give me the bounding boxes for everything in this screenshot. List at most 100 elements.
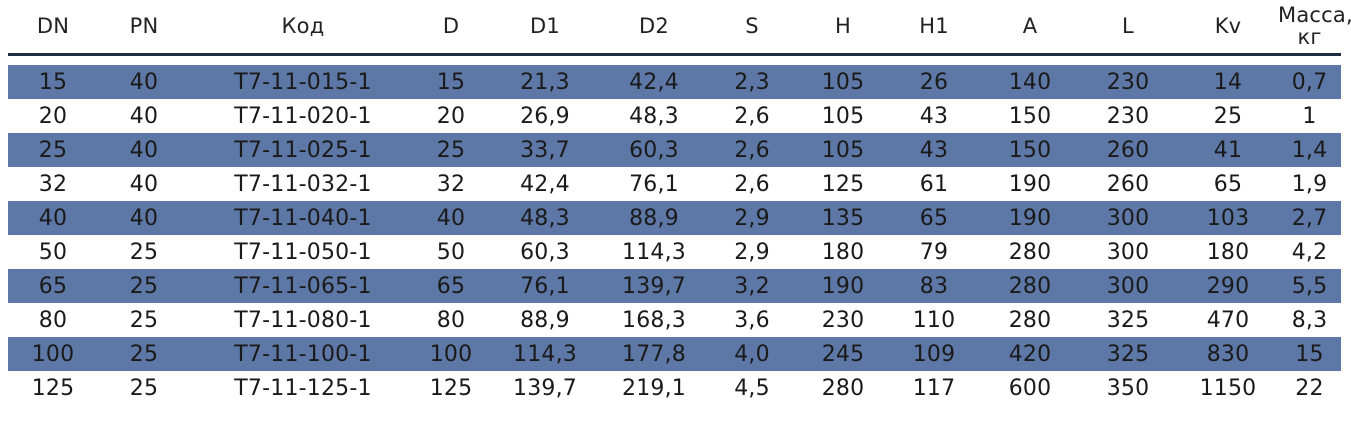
cell-kv: 14 <box>1213 69 1243 95</box>
specifications-table: DN PN Код D D1 D2 S H H1 A L Kv Масса, к… <box>8 0 1351 405</box>
cell-d1: 48,3 <box>520 205 570 231</box>
cell-s: 3,2 <box>734 273 770 299</box>
cell-l: 325 <box>1106 341 1150 367</box>
cell-a: 190 <box>1008 205 1052 231</box>
cell-h: 135 <box>821 205 865 231</box>
cell-l: 230 <box>1106 103 1150 129</box>
cell-kv: 41 <box>1213 137 1243 163</box>
cell-pn: 25 <box>129 239 159 265</box>
cell-s: 2,3 <box>734 69 770 95</box>
header-d: D <box>442 14 460 38</box>
cell-h1: 110 <box>912 307 956 333</box>
cell-d: 40 <box>436 205 466 231</box>
cell-l: 260 <box>1106 171 1150 197</box>
cell-l: 300 <box>1106 205 1150 231</box>
cell-h1: 83 <box>919 273 949 299</box>
cell-pn: 25 <box>129 273 159 299</box>
cell-pn: 25 <box>129 375 159 401</box>
table-header: DN PN Код D D1 D2 S H H1 A L Kv Масса, к… <box>8 0 1351 52</box>
cell-a: 280 <box>1008 307 1052 333</box>
cell-d2: 88,9 <box>629 205 679 231</box>
cell-d2: 60,3 <box>629 137 679 163</box>
cell-dn: 32 <box>38 171 68 197</box>
cell-d1: 139,7 <box>513 375 577 401</box>
cell-pn: 25 <box>129 341 159 367</box>
cell-h1: 109 <box>912 341 956 367</box>
cell-code: T7-11-100-1 <box>234 341 372 367</box>
cell-kv: 103 <box>1206 205 1250 231</box>
cell-code: T7-11-020-1 <box>234 103 372 129</box>
cell-d2: 114,3 <box>622 239 686 265</box>
cell-d2: 177,8 <box>622 341 686 367</box>
cell-mass: 1,4 <box>1291 137 1328 163</box>
cell-pn: 40 <box>129 103 159 129</box>
cell-mass: 15 <box>1295 341 1324 367</box>
cell-h1: 117 <box>912 375 956 401</box>
cell-code: T7-11-080-1 <box>234 307 372 333</box>
cell-l: 260 <box>1106 137 1150 163</box>
cell-dn: 50 <box>38 239 68 265</box>
cell-code: T7-11-025-1 <box>234 137 372 163</box>
cell-d: 20 <box>436 103 466 129</box>
header-mass-line2: кг <box>1297 25 1322 49</box>
cell-h1: 65 <box>919 205 949 231</box>
cell-kv: 1150 <box>1199 375 1257 401</box>
table-body: 15 40 T7-11-015-1 15 21,3 42,4 2,3 105 26 140 230 1… <box>8 65 1341 405</box>
cell-d2: 168,3 <box>622 307 686 333</box>
cell-s: 4,5 <box>734 375 770 401</box>
table-row: 40 40 T7-11-040-1 40 48,3 88,9 2,9 135 65 190 300 1… <box>8 201 1341 235</box>
cell-code: T7-11-050-1 <box>234 239 372 265</box>
cell-pn: 40 <box>129 171 159 197</box>
cell-dn: 25 <box>38 137 68 163</box>
cell-mass: 2,7 <box>1291 205 1328 231</box>
cell-d2: 42,4 <box>629 69 679 95</box>
cell-l: 325 <box>1106 307 1150 333</box>
cell-kv: 25 <box>1213 103 1243 129</box>
cell-d: 25 <box>436 137 466 163</box>
cell-d2: 139,7 <box>622 273 686 299</box>
header-d2: D2 <box>639 14 669 38</box>
cell-mass: 1,9 <box>1291 171 1328 197</box>
table-row: 20 40 T7-11-020-1 20 26,9 48,3 2,6 105 43 150 230 2… <box>8 99 1341 133</box>
header-kv: Kv <box>1214 14 1242 38</box>
cell-code: T7-11-040-1 <box>234 205 372 231</box>
cell-mass: 8,3 <box>1291 307 1328 333</box>
header-s: S <box>745 14 759 38</box>
cell-l: 300 <box>1106 239 1150 265</box>
cell-d1: 42,4 <box>520 171 570 197</box>
header-h1: H1 <box>919 14 949 38</box>
cell-kv: 290 <box>1206 273 1250 299</box>
cell-pn: 40 <box>129 205 159 231</box>
cell-dn: 65 <box>38 273 68 299</box>
cell-h1: 43 <box>919 103 949 129</box>
cell-a: 600 <box>1008 375 1052 401</box>
header-mass-line1: Масса, <box>1278 3 1351 27</box>
cell-kv: 830 <box>1206 341 1250 367</box>
cell-a: 280 <box>1008 273 1052 299</box>
table-row: 100 25 T7-11-100-1 100 114,3 177,8 4,0 245 109 42… <box>8 337 1341 371</box>
cell-d: 50 <box>436 239 466 265</box>
cell-d: 80 <box>436 307 466 333</box>
header-l: L <box>1122 14 1134 38</box>
cell-s: 2,9 <box>734 239 770 265</box>
cell-h: 230 <box>821 307 865 333</box>
cell-d2: 219,1 <box>622 375 686 401</box>
cell-d: 100 <box>429 341 473 367</box>
cell-d1: 76,1 <box>520 273 570 299</box>
cell-s: 4,0 <box>734 341 770 367</box>
cell-s: 2,9 <box>734 205 770 231</box>
header-mass: Масса, кг <box>1278 3 1351 49</box>
cell-h1: 79 <box>919 239 949 265</box>
cell-code: T7-11-015-1 <box>234 69 372 95</box>
header-code: Код <box>281 14 325 38</box>
cell-h: 105 <box>821 69 865 95</box>
table-row: 32 40 T7-11-032-1 32 42,4 76,1 2,6 125 61 190 260 6… <box>8 167 1341 201</box>
cell-h: 245 <box>821 341 865 367</box>
table-row: 80 25 T7-11-080-1 80 88,9 168,3 3,6 230 110 280 32… <box>8 303 1341 337</box>
cell-s: 2,6 <box>734 103 770 129</box>
cell-h1: 26 <box>919 69 949 95</box>
cell-dn: 100 <box>31 341 75 367</box>
cell-mass: 0,7 <box>1291 69 1328 95</box>
table-row: 65 25 T7-11-065-1 65 76,1 139,7 3,2 190 83 280 300… <box>8 269 1341 303</box>
cell-pn: 40 <box>129 137 159 163</box>
